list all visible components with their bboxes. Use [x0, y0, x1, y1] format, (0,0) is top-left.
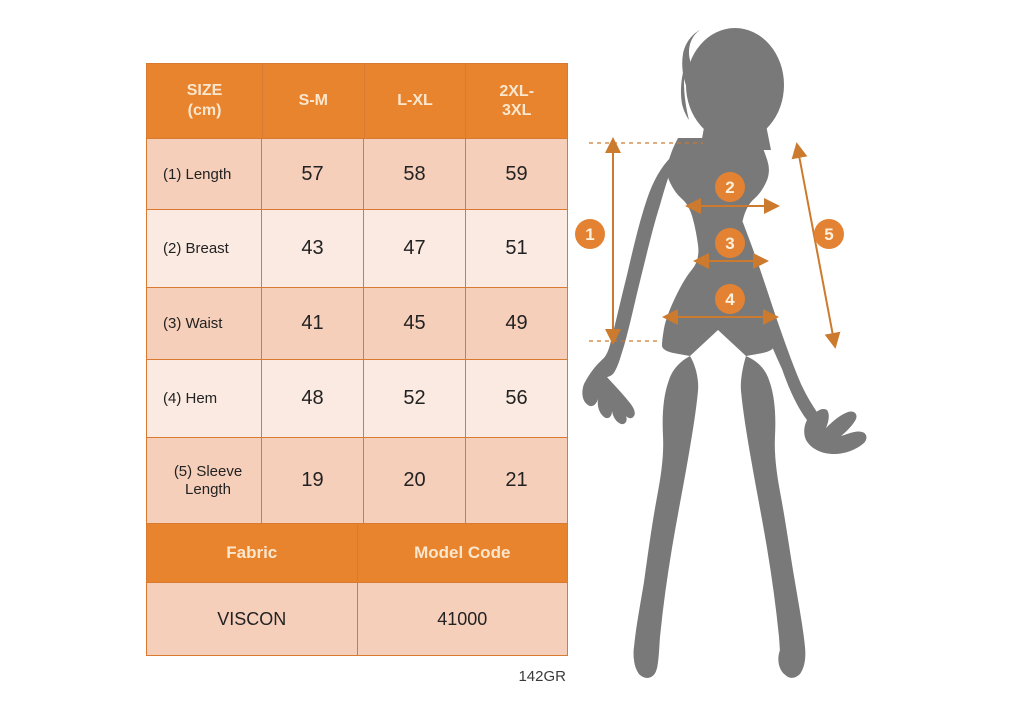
svg-text:4: 4: [725, 290, 735, 309]
svg-text:5: 5: [824, 225, 833, 244]
svg-text:3: 3: [725, 234, 734, 253]
svg-text:2: 2: [725, 178, 734, 197]
svg-text:1: 1: [585, 225, 594, 244]
